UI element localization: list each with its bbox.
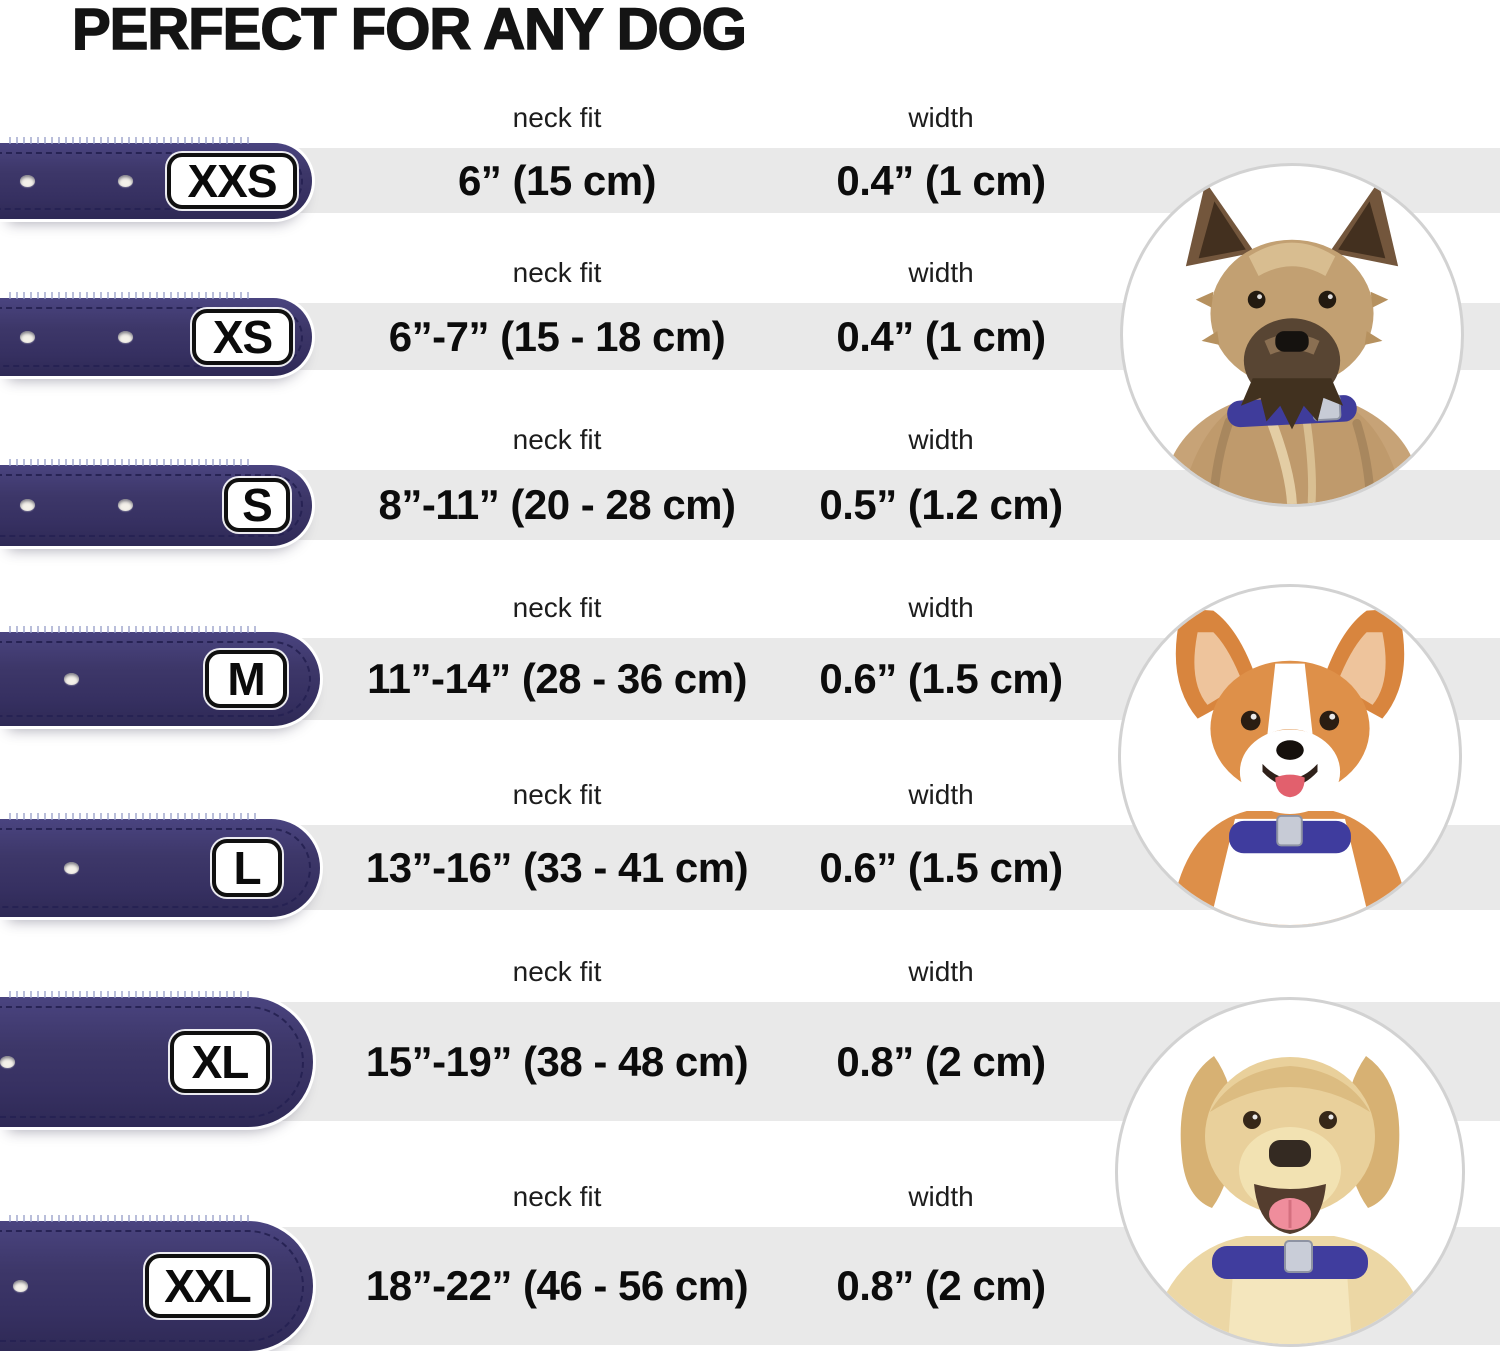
neck-fit-column-label: neck fit bbox=[512, 592, 602, 623]
collar-hole bbox=[118, 174, 133, 187]
neck-fit-value: 6”-7” (15 - 18 cm) bbox=[388, 312, 726, 360]
neck-fit-value: 8”-11” (20 - 28 cm) bbox=[378, 481, 736, 528]
width-column-label: width bbox=[908, 779, 974, 810]
labrador-illustration bbox=[1148, 1056, 1432, 1344]
width-value: 0.6” (1.5 cm) bbox=[819, 655, 1063, 702]
terrier-illustration bbox=[1164, 181, 1420, 504]
collar-fuzz bbox=[4, 136, 254, 144]
neck-fit-value: 11”-14” (28 - 36 cm) bbox=[367, 655, 747, 702]
collar-fuzz bbox=[4, 626, 260, 633]
width-value: 0.4” (1 cm) bbox=[836, 312, 1046, 360]
collar-fuzz bbox=[4, 990, 255, 998]
neck-fit-value: 15”-19” (38 - 48 cm) bbox=[365, 1037, 749, 1085]
collar-hole bbox=[13, 1280, 28, 1292]
width-column-label: width bbox=[908, 424, 974, 455]
neck-fit-value: 18”-22” (46 - 56 cm) bbox=[365, 1262, 749, 1309]
width-value: 0.4” (1 cm) bbox=[836, 156, 1046, 204]
neck-fit-column-label: neck fit bbox=[512, 424, 602, 455]
page-title: PERFECT FOR ANY DOG bbox=[71, 0, 747, 63]
collar-stitching bbox=[0, 641, 311, 717]
collar-strap-xs: XS bbox=[0, 291, 312, 376]
width-column-label: width bbox=[908, 257, 974, 288]
collar-hole bbox=[20, 499, 35, 511]
collar-stitching bbox=[0, 151, 303, 210]
collar-strap-m: M bbox=[0, 626, 320, 726]
size-badge-m: M bbox=[205, 650, 287, 708]
collar-strap-xxs: XXS bbox=[0, 136, 312, 219]
size-badge-xl: XL bbox=[170, 1030, 270, 1093]
size-badge-xxl: XXL bbox=[145, 1254, 270, 1318]
width-value: 0.5” (1.2 cm) bbox=[819, 481, 1063, 528]
size-badge-s: S bbox=[224, 478, 290, 532]
collar-strap-l: L bbox=[0, 812, 320, 917]
width-value: 0.6” (1.5 cm) bbox=[819, 843, 1063, 891]
collar-fuzz bbox=[4, 291, 254, 299]
neck-fit-column-label: neck fit bbox=[512, 102, 602, 133]
corgi-illustration bbox=[1170, 608, 1410, 925]
labrador-dog-photo bbox=[1115, 997, 1465, 1347]
collar-stitching bbox=[0, 473, 303, 537]
collar-hole bbox=[20, 174, 35, 187]
collar-hole bbox=[118, 499, 133, 511]
collar-hole bbox=[64, 673, 79, 685]
collar-stitching bbox=[0, 1230, 304, 1342]
collar-fuzz bbox=[4, 812, 260, 820]
collar-stitching bbox=[0, 827, 311, 908]
width-value: 0.8” (2 cm) bbox=[836, 1262, 1046, 1309]
size-badge-xxs: XXS bbox=[167, 152, 297, 209]
collar-fuzz bbox=[4, 458, 254, 466]
collar-hole bbox=[0, 1055, 15, 1068]
neck-fit-value: 6” (15 cm) bbox=[457, 156, 657, 204]
size-row-xl: neck fit width XL 15”-19” (38 - 48 cm) 0… bbox=[0, 954, 1500, 1174]
neck-fit-column-label: neck fit bbox=[512, 779, 602, 810]
width-value: 0.8” (2 cm) bbox=[836, 1037, 1046, 1085]
width-column-label: width bbox=[908, 1181, 974, 1212]
collar-hole bbox=[20, 330, 35, 343]
collar-stitching bbox=[0, 1005, 304, 1118]
collar-strap-xl: XL bbox=[0, 990, 313, 1127]
width-column-label: width bbox=[908, 956, 974, 987]
neck-fit-column-label: neck fit bbox=[512, 1181, 602, 1212]
collar-strap-s: S bbox=[0, 458, 312, 546]
corgi-dog-photo bbox=[1118, 584, 1462, 928]
collar-hole bbox=[64, 861, 79, 874]
size-badge-xs: XS bbox=[192, 308, 293, 365]
neck-fit-value: 13”-16” (33 - 41 cm) bbox=[365, 843, 749, 891]
collar-hole bbox=[118, 330, 133, 343]
collar-stitching bbox=[0, 306, 303, 367]
neck-fit-column-label: neck fit bbox=[512, 257, 602, 288]
width-column-label: width bbox=[908, 592, 974, 623]
width-column-label: width bbox=[908, 102, 974, 133]
collar-strap-xxl: XXL bbox=[0, 1215, 313, 1351]
size-badge-l: L bbox=[212, 838, 282, 897]
neck-fit-column-label: neck fit bbox=[512, 956, 602, 987]
terrier-dog-photo bbox=[1120, 163, 1464, 507]
collar-fuzz bbox=[4, 1215, 255, 1222]
